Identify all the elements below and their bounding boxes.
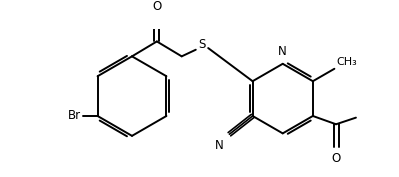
Text: N: N bbox=[279, 45, 287, 58]
Text: O: O bbox=[332, 152, 341, 165]
Text: CH₃: CH₃ bbox=[336, 57, 357, 67]
Text: S: S bbox=[199, 38, 206, 51]
Text: Br: Br bbox=[68, 110, 81, 122]
Text: O: O bbox=[152, 0, 162, 13]
Text: N: N bbox=[215, 139, 224, 152]
